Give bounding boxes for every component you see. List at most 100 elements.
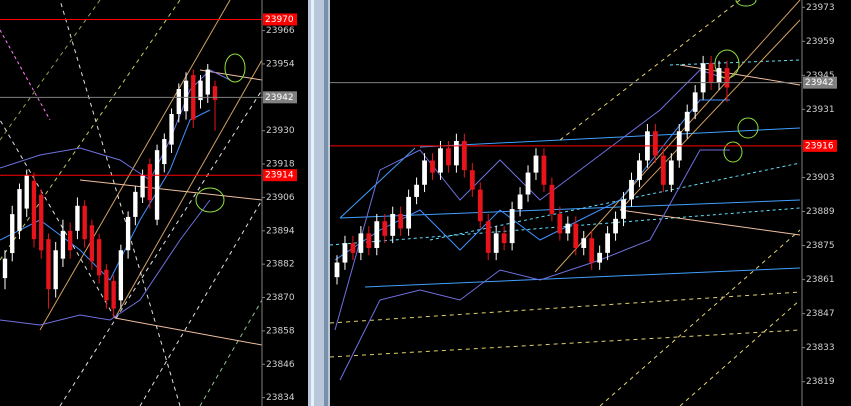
candle-body (350, 243, 356, 253)
price-label-box (263, 13, 297, 26)
candle-body (581, 238, 587, 248)
candle-body (454, 141, 459, 166)
candle-body (493, 233, 499, 253)
y-tick-label: 23945 (806, 71, 835, 81)
candle-body (133, 191, 138, 217)
candle-body (597, 252, 603, 263)
y-tick-label: 23903 (806, 173, 835, 183)
candle-body (398, 213, 404, 229)
candle-body (334, 262, 340, 278)
candle-body (140, 175, 145, 198)
y-tick-label: 23959 (806, 37, 835, 47)
candle-body (422, 160, 427, 185)
candle-body (374, 221, 380, 248)
candle-body (652, 131, 658, 156)
candle-body (438, 148, 443, 173)
candle-body (684, 111, 690, 132)
candle-body (176, 88, 181, 115)
candle-body (605, 233, 610, 253)
candle-body (557, 213, 563, 234)
candle-body (358, 233, 364, 253)
candle-body (430, 160, 435, 173)
candle-body (637, 160, 642, 180)
candle-body (533, 155, 539, 173)
candle-body (147, 164, 152, 201)
candle-body (724, 68, 730, 88)
candle-body (342, 243, 348, 263)
candle-body (169, 114, 174, 145)
candle-body (39, 194, 44, 251)
y-tick-label: 23847 (806, 309, 835, 319)
candle-body (162, 139, 167, 165)
candle-body (154, 150, 160, 220)
y-tick-label: 23833 (806, 343, 835, 353)
candle-body (104, 269, 109, 301)
y-tick-label: 23889 (806, 207, 835, 217)
divider-shadow (324, 0, 328, 406)
y-tick-label: 23861 (806, 275, 835, 285)
y-tick-label: 23931 (806, 105, 835, 115)
candle-body (89, 225, 95, 262)
candle-body (700, 63, 706, 93)
candle-body (613, 218, 618, 234)
candle-body (24, 175, 29, 209)
candle-body (589, 238, 595, 263)
candle-body (477, 189, 483, 222)
price-label: 23942 (265, 93, 294, 103)
candle-body (668, 160, 674, 185)
candle-body (212, 86, 218, 101)
candle-body (406, 196, 412, 229)
candle-body (118, 250, 124, 301)
price-label: 23914 (265, 171, 294, 181)
price-label-box (803, 139, 837, 152)
y-tick-label: 23870 (266, 293, 295, 303)
price-label: 23970 (265, 15, 294, 25)
candle-body (382, 221, 388, 236)
price-label-box (263, 169, 297, 182)
candle-body (525, 172, 531, 195)
candle-body (82, 205, 87, 240)
price-label-box (803, 76, 837, 89)
y-tick-label: 23906 (266, 193, 295, 203)
candle-body (565, 223, 571, 234)
y-tick-label: 23834 (266, 393, 295, 403)
y-tick-label: 23882 (266, 260, 295, 270)
y-tick-label: 23918 (266, 160, 295, 170)
candle-body (46, 239, 51, 290)
candle-body (2, 258, 8, 279)
candle-body (692, 92, 698, 112)
candle-body (716, 68, 722, 83)
y-tick-label: 23819 (806, 377, 835, 387)
candle-body (10, 214, 15, 254)
candle-body (17, 189, 22, 231)
y-tick-label: 23846 (266, 360, 295, 370)
candle-body (485, 221, 491, 253)
candle-body (414, 184, 419, 197)
y-tick-label: 23894 (266, 226, 295, 236)
candle-body (446, 148, 451, 166)
candle-body (621, 199, 626, 219)
candle-body (31, 180, 37, 240)
candle-body (75, 205, 80, 231)
candle-body (573, 223, 579, 248)
y-tick-label: 23858 (266, 326, 295, 336)
y-tick-label: 23973 (806, 3, 835, 13)
y-tick-label: 23930 (266, 126, 295, 136)
price-label-box (263, 91, 297, 104)
candle-body (111, 280, 116, 309)
candle-body (68, 230, 73, 251)
candle-body (461, 141, 467, 171)
candle-body (96, 239, 102, 276)
divider-highlight (311, 0, 314, 406)
candle-body (125, 216, 131, 251)
candle-body (183, 80, 189, 112)
candle-body (501, 233, 507, 244)
candle-body (60, 230, 66, 259)
candle-body (541, 155, 547, 185)
candle-body (509, 209, 515, 244)
candle-body (366, 233, 372, 248)
candle-body (53, 250, 58, 290)
candle-body (198, 80, 203, 101)
candle-body (708, 63, 714, 83)
